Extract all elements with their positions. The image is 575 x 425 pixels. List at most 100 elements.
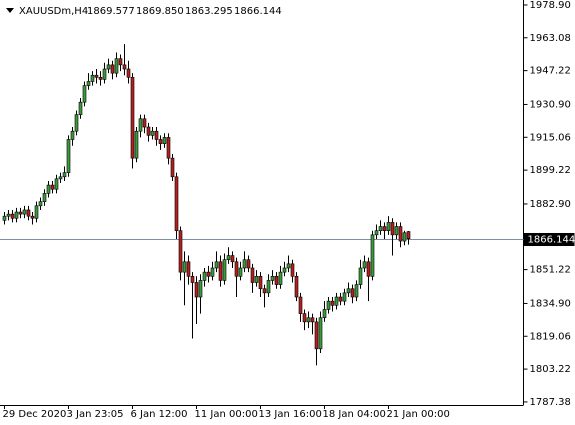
candle-body [366,261,371,277]
candle-body [134,130,139,159]
candle-body [294,275,299,298]
candle-body [210,267,215,277]
y-tick-label: 1834.90 [530,298,571,309]
x-tick-label: 29 Dec 2020 [3,409,67,420]
candle-body [370,234,375,277]
y-tick-label: 1819.06 [530,331,571,342]
y-tick-label: 1882.90 [530,199,571,210]
candle-body [374,230,379,236]
candle-body [258,275,263,290]
candle-body [198,280,203,298]
close-quote: 1866.144 [234,6,282,17]
candle-body [206,271,211,277]
candle-body [298,296,303,314]
candle-body [314,321,319,350]
candle-body [2,215,7,221]
candle-body [34,205,39,219]
candle-body [6,213,11,217]
candle-body [102,68,107,80]
candle-body [70,130,75,140]
candle-body [286,263,291,269]
candle-body [10,213,15,219]
candle-body [230,255,235,263]
candle-body [142,118,147,128]
candle-body [350,288,355,298]
candle-body [362,261,367,269]
candle-body [382,226,387,231]
candle-body [114,58,119,74]
candle-body [14,211,19,219]
y-tick-label: 1851.22 [530,265,571,276]
candle-body [94,74,99,78]
candle-body [234,261,239,277]
y-tick-label: 1963.08 [530,33,571,44]
candle-body [378,226,383,231]
candle-body [118,58,123,66]
candle-body [110,64,115,74]
candle-body [330,300,335,306]
candle-body [26,209,31,217]
candle-body [274,275,279,285]
candle-body [342,292,347,302]
candle-body [318,317,323,350]
candle-body [74,114,79,132]
candle-body [42,193,47,202]
candle-body [262,288,267,294]
candle-body [46,184,51,194]
candle-body [250,267,255,283]
candle-body [162,137,167,144]
candle-body [310,317,315,323]
candle-body [98,77,103,80]
candle-body [282,267,287,273]
symbol: XAUUSDm,H4 [19,6,88,17]
y-tick-label: 1787.38 [530,397,571,408]
candle-body [158,139,163,144]
candle-body [246,259,251,269]
candle-body [86,81,91,86]
candle-body [62,172,67,178]
candle-body [326,300,331,310]
candle-body [90,74,95,82]
candle-body [266,280,271,294]
x-tick-label: 18 Jan 04:00 [323,409,386,420]
candle-body [22,209,27,215]
candle-body [166,137,171,159]
candle-body [390,222,395,236]
candle-body [130,77,135,159]
candle-body [146,126,151,136]
candle-body [122,64,127,70]
candle-body [394,226,399,236]
candle-body [398,226,403,242]
candle-body [334,296,339,306]
candle-body [338,296,343,302]
candle-body [226,255,231,261]
candle-body [278,271,283,285]
x-tick-label: 11 Jan 00:00 [195,409,258,420]
candle-body [290,263,295,277]
candle-body [54,178,59,190]
collapse-arrow[interactable] [6,8,14,13]
price-label: 1866.144 [528,235,575,246]
candle-body [50,184,55,190]
price-label-box [523,233,575,246]
low-quote: 1863.295 [185,6,233,17]
candle-body [354,284,359,298]
candle-body [18,211,23,215]
candle-body [178,230,183,273]
candle-body [194,282,199,298]
candle-body [58,176,63,180]
candle-body [190,275,195,283]
y-tick-label: 1915.06 [530,132,571,143]
candle-body [346,288,351,294]
x-tick-label: 6 Jan 12:00 [131,409,188,420]
candle-body [406,231,411,239]
open-quote: 1869.577 [87,6,135,17]
candle-body [254,275,259,283]
candle-body [82,85,87,103]
y-tick-label: 1803.22 [530,364,571,375]
y-tick-label: 1899.22 [530,165,571,176]
candle-body [322,309,327,319]
candle-body [174,176,179,231]
candle-body [302,313,307,323]
